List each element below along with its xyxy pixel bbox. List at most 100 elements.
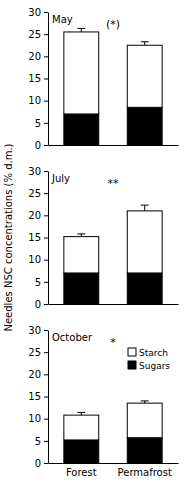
- tick-mark: [44, 441, 48, 442]
- annotation: (*): [106, 18, 120, 31]
- axis-line: [48, 172, 49, 305]
- tick-label: 20: [28, 51, 41, 62]
- axis-line: [49, 145, 179, 146]
- tick-label: 25: [28, 188, 41, 199]
- y-axis-title: Needles NSC concentrations (% d.m.): [3, 143, 14, 331]
- tick: 30: [28, 166, 48, 177]
- error-bar: [141, 42, 149, 46]
- error-line: [144, 205, 145, 211]
- error-cap: [141, 41, 149, 42]
- axis-line: [48, 13, 49, 146]
- tick: 10: [28, 95, 48, 106]
- tick-label: 20: [28, 369, 41, 380]
- bar: [127, 438, 162, 463]
- annotation: *: [110, 336, 116, 349]
- tick-label: 5: [35, 118, 41, 129]
- figure: 051015202530May(*)051015202530July**Need…: [0, 0, 185, 500]
- tick-label: 20: [28, 210, 41, 221]
- axis-line: [49, 463, 179, 464]
- tick: 10: [28, 413, 48, 424]
- error-bar: [141, 205, 149, 211]
- tick-mark: [44, 238, 48, 239]
- tick-label: Permafrost: [118, 467, 172, 478]
- tick-mark: [44, 145, 48, 146]
- x-axis: [49, 304, 179, 306]
- tick-mark: [44, 101, 48, 102]
- tick-label: 0: [35, 458, 41, 469]
- tick: 5: [35, 277, 48, 288]
- tick-label: 15: [28, 232, 41, 243]
- tick-mark: [44, 463, 48, 464]
- tick-label: 30: [28, 166, 41, 177]
- error-bar: [77, 234, 85, 237]
- error-cap: [77, 233, 85, 234]
- panel: 051015202530July**Needles NSC concentrat…: [3, 143, 179, 331]
- axis-line: [49, 304, 179, 305]
- error-bar: [77, 28, 85, 32]
- tick-mark: [44, 56, 48, 57]
- tick-mark: [44, 193, 48, 194]
- tick-mark: [44, 374, 48, 375]
- tick: 25: [28, 188, 48, 199]
- tick-mark: [44, 352, 48, 353]
- panel: 051015202530May(*): [28, 7, 178, 151]
- tick: 20: [28, 369, 48, 380]
- tick-label: Forest: [66, 467, 97, 478]
- legend-swatch: [128, 348, 136, 356]
- error-line: [81, 28, 82, 32]
- error-cap: [77, 412, 85, 413]
- legend-swatch: [128, 361, 136, 369]
- tick-label: 10: [28, 413, 41, 424]
- tick: 5: [35, 118, 48, 129]
- bar: [64, 114, 99, 145]
- bar: [127, 107, 162, 145]
- tick-mark: [44, 330, 48, 331]
- error-cap: [77, 28, 85, 29]
- y-axis: 051015202530: [28, 7, 48, 151]
- x-axis: [49, 145, 179, 147]
- tick: 0: [35, 458, 48, 469]
- error-line: [144, 42, 145, 46]
- tick-label: 0: [35, 140, 41, 151]
- tick-label: 10: [28, 95, 41, 106]
- legend-label: Starch: [139, 348, 168, 358]
- bar: [64, 237, 99, 273]
- tick: 0: [35, 140, 48, 151]
- tick-mark: [44, 171, 48, 172]
- panel: 0 5 10 15 20 25 30 Forest Permafrost October * Star…: [28, 325, 178, 478]
- tick: 30: [28, 325, 48, 336]
- bar: [127, 403, 162, 438]
- tick-mark: [44, 260, 48, 261]
- y-axis: 0 5 10 15 20 25 30: [28, 325, 48, 469]
- tick-label: 15: [28, 73, 41, 84]
- tick-label: 5: [35, 277, 41, 288]
- plot-area: [64, 28, 162, 145]
- tick: 25: [28, 347, 48, 358]
- bar: [64, 32, 99, 114]
- tick: 30: [28, 7, 48, 18]
- panel-title: October: [52, 332, 93, 343]
- tick: 5: [35, 436, 48, 447]
- tick-mark: [44, 34, 48, 35]
- tick-mark: [44, 282, 48, 283]
- tick: 20: [28, 210, 48, 221]
- panel-title: July: [51, 173, 70, 184]
- tick-label: 10: [28, 254, 41, 265]
- bar: [64, 440, 99, 463]
- plot-area: [64, 205, 162, 304]
- x-axis: Forest Permafrost: [49, 463, 179, 478]
- legend: StarchSugars: [128, 348, 170, 371]
- y-axis: 0 5 10 15 20 25 30: [28, 166, 48, 310]
- axis-line: [48, 331, 49, 464]
- error-cap: [141, 205, 149, 206]
- plot-area: [64, 401, 162, 463]
- tick: 10: [28, 254, 48, 265]
- bar: [127, 273, 162, 304]
- tick-mark: [44, 419, 48, 420]
- tick-label: 25: [28, 347, 41, 358]
- tick-mark: [44, 215, 48, 216]
- tick-label: 0: [35, 299, 41, 310]
- bar: [127, 45, 162, 107]
- bar: [64, 415, 99, 440]
- tick: 15: [28, 391, 48, 402]
